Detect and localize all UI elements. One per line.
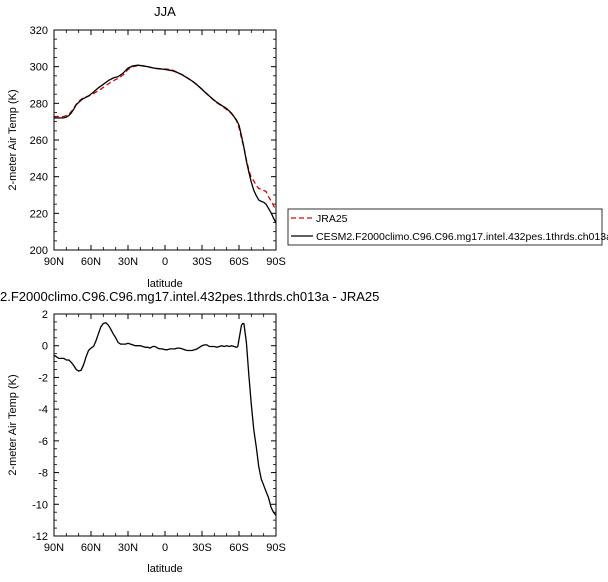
top-xlabel: latitude bbox=[147, 278, 182, 290]
bottom-xtick-label: 90S bbox=[266, 542, 286, 554]
top-ytick-label: 260 bbox=[30, 135, 48, 147]
bottom-xtick-label: 60S bbox=[229, 542, 249, 554]
bottom-ytick-label: -8 bbox=[38, 468, 48, 480]
top-series-line-cesm2 bbox=[53, 64, 277, 224]
top-xtick-label: 90S bbox=[266, 256, 286, 268]
legend-label-cesm2: CESM2.F2000climo.C96.C96.mg17.intel.432p… bbox=[316, 231, 608, 243]
top-title: JJA bbox=[154, 4, 176, 19]
top-xtick-label: 60S bbox=[229, 256, 249, 268]
legend: JRA25 CESM2.F2000climo.C96.C96.mg17.inte… bbox=[287, 208, 608, 246]
top-ytick-label: 320 bbox=[30, 25, 48, 37]
top-plot-frame bbox=[53, 29, 277, 251]
top-ytick-label: 240 bbox=[30, 172, 48, 184]
bottom-axis-ticks: 90N 60N 30N 0 30S 60S 90S -12 -10 -8 -6 -4 -2 0 2 bbox=[32, 309, 286, 554]
bottom-series bbox=[53, 322, 277, 516]
bottom-xtick-label: 30N bbox=[118, 542, 138, 554]
bottom-ytick-label: -4 bbox=[38, 404, 48, 416]
bottom-xlabel: latitude bbox=[147, 563, 182, 575]
bottom-ytick-label: -12 bbox=[32, 531, 48, 543]
bottom-ytick-label: 2 bbox=[42, 309, 48, 321]
legend-label-jra25: JRA25 bbox=[316, 213, 348, 225]
top-axis-ticks: 90N 60N 30N 0 30S 60S 90S 200 220 240 260 280 300 320 bbox=[30, 25, 286, 268]
bottom-xtick-label: 60N bbox=[81, 542, 101, 554]
bottom-title: 2.F2000climo.C96.C96.mg17.intel.432pes.1… bbox=[0, 289, 379, 304]
legend-box bbox=[287, 208, 603, 246]
top-series-line-jra25 bbox=[54, 64, 277, 211]
bottom-xtick-label: 90N bbox=[44, 542, 64, 554]
bottom-ytick-label: 0 bbox=[42, 341, 48, 353]
bottom-ytick-label: -10 bbox=[32, 499, 48, 511]
panel-bottom: 2.F2000climo.C96.C96.mg17.intel.432pes.1… bbox=[0, 289, 379, 575]
top-ytick-label: 280 bbox=[30, 98, 48, 110]
bottom-xtick-label: 0 bbox=[162, 542, 168, 554]
bottom-ytick-label: -6 bbox=[38, 436, 48, 448]
top-ylabel: 2-meter Air Temp (K) bbox=[7, 89, 19, 190]
top-xtick-label: 30N bbox=[118, 256, 138, 268]
top-ytick-label: 300 bbox=[30, 62, 48, 74]
top-xtick-label: 0 bbox=[162, 256, 168, 268]
bottom-ylabel: 2-meter Air Temp (K) bbox=[7, 374, 19, 475]
top-xtick-label: 90N bbox=[44, 256, 64, 268]
bottom-xtick-label: 30S bbox=[192, 542, 212, 554]
top-series bbox=[53, 64, 277, 224]
top-ytick-label: 220 bbox=[30, 208, 48, 220]
top-xtick-label: 30S bbox=[192, 256, 212, 268]
top-xtick-label: 60N bbox=[81, 256, 101, 268]
bottom-series-line-difference bbox=[53, 322, 277, 516]
panel-top: JJA 2-meter Air Temp (K) latitude 90N 60N… bbox=[7, 4, 286, 290]
top-ytick-label: 200 bbox=[30, 245, 48, 257]
bottom-ytick-label: -2 bbox=[38, 372, 48, 384]
bottom-plot-frame bbox=[53, 313, 277, 537]
